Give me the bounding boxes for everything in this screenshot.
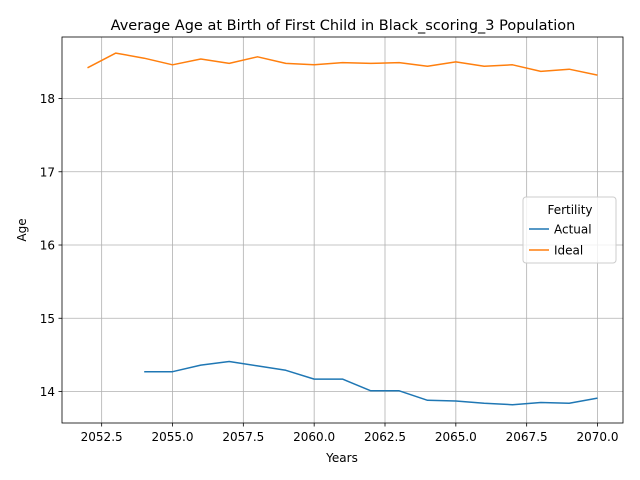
- y-tick-label: 16: [40, 239, 55, 253]
- series-line-ideal: [87, 52, 598, 76]
- series-line-actual: [144, 360, 598, 406]
- series-lines: [87, 52, 598, 406]
- x-axis-label: Years: [325, 451, 358, 465]
- legend-title: Fertility: [547, 203, 592, 217]
- x-tick-label: 2057.5: [222, 430, 264, 444]
- x-tick-label: 2067.5: [506, 430, 548, 444]
- x-tick-label: 2052.5: [81, 430, 123, 444]
- y-tick-label: 17: [40, 165, 55, 179]
- legend-label-ideal: Ideal: [554, 244, 583, 258]
- y-tick-label: 18: [40, 92, 55, 106]
- x-tick-label: 2060.0: [293, 430, 335, 444]
- axis-ticks: 2052.5 2055.0 2057.5 2060.0 2062.5 2065.0 2067…: [40, 92, 619, 444]
- legend-box: [522, 196, 617, 264]
- y-tick-label: 14: [40, 385, 55, 399]
- y-tick-label: 15: [40, 312, 55, 326]
- x-tick-label: 2062.5: [364, 430, 406, 444]
- legend: Fertility Actual Ideal: [522, 196, 617, 264]
- legend-label-actual: Actual: [554, 223, 592, 237]
- plot-area-frame: [61, 36, 624, 424]
- chart-title: Average Age at Birth of First Child in B…: [111, 18, 576, 34]
- grid-lines: [62, 37, 623, 423]
- y-axis-label: Age: [15, 218, 29, 241]
- x-tick-label: 2070.0: [577, 430, 619, 444]
- x-tick-label: 2055.0: [152, 430, 194, 444]
- x-tick-label: 2065.0: [435, 430, 477, 444]
